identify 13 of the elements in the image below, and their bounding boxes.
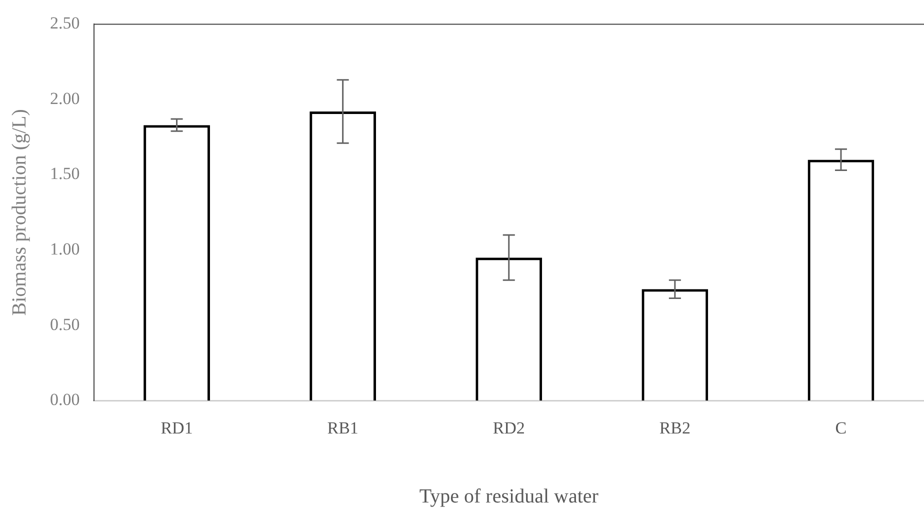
y-axis-title: Biomass production (g/L): [8, 109, 30, 316]
x-tick-label: RB1: [327, 418, 358, 438]
y-tick-label: 0.50: [50, 314, 80, 334]
y-tick-label: 2.50: [50, 14, 80, 33]
y-tick-label: 1.00: [50, 240, 80, 259]
x-tick-label: RD2: [492, 418, 525, 438]
x-axis-title: Type of residual water: [419, 485, 599, 508]
y-tick-label: 1.50: [50, 164, 80, 184]
x-tick-label: RB2: [659, 418, 691, 438]
y-tick-label: 2.00: [50, 88, 80, 108]
x-tick-label: C: [835, 418, 847, 438]
x-tick-label: RD1: [160, 418, 193, 438]
y-tick-label: 0.00: [50, 390, 80, 410]
